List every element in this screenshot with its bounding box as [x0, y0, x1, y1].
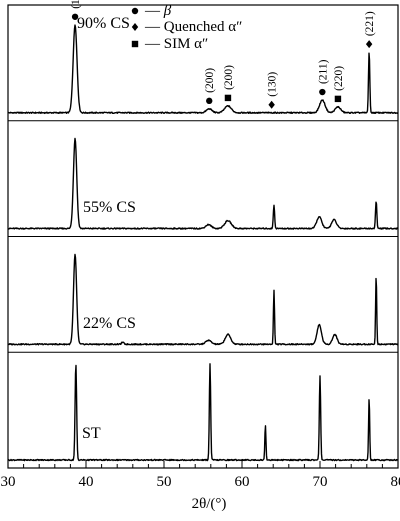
- peak-label: (221): [364, 11, 376, 36]
- peak-label: (130): [267, 72, 279, 97]
- x-axis-ticks: 30 40 50 60 70 80: [1, 461, 400, 490]
- x-axis-title: 2θ/(°): [192, 496, 227, 512]
- legend: — β— Quenched α″— SIM α″: [132, 3, 243, 52]
- peak-diamond-marker: [268, 101, 274, 109]
- x-tick-label: 50: [157, 474, 172, 490]
- legend-label: — SIM α″: [144, 36, 208, 52]
- peak-square-marker: [335, 96, 341, 102]
- peak-circle-marker: [72, 14, 78, 20]
- legend-label: — β: [144, 3, 172, 19]
- x-tick-label: 40: [79, 474, 94, 490]
- x-tick-label: 80: [391, 474, 400, 490]
- legend-text: β: [163, 3, 172, 19]
- peak-diamond-marker: [366, 40, 372, 48]
- peak-label: (200): [204, 68, 216, 93]
- peak-label: (200): [223, 65, 235, 90]
- legend-text: SIM α″: [164, 36, 209, 52]
- legend-dash: —: [144, 36, 164, 52]
- peak-circle-marker: [319, 89, 325, 95]
- series-label: 90% CS: [77, 15, 130, 32]
- legend-label: — Quenched α″: [144, 19, 242, 35]
- series-label: 22% CS: [83, 315, 136, 332]
- legend-circle-marker: [132, 8, 138, 14]
- legend-diamond-marker: [132, 23, 138, 31]
- legend-square-marker: [132, 41, 138, 47]
- peak-label: (211): [317, 59, 329, 84]
- peak-circle-marker: [206, 98, 212, 104]
- x-tick-label: 70: [313, 474, 328, 490]
- xrd-trace: [8, 254, 398, 344]
- peak-label: (110): [70, 0, 82, 9]
- xrd-trace: [8, 364, 398, 461]
- series-label: 55% CS: [83, 199, 136, 216]
- legend-text: Quenched α″: [164, 19, 243, 35]
- legend-dash: —: [144, 19, 164, 35]
- x-tick-label: 30: [1, 474, 16, 490]
- legend-dash: —: [144, 3, 164, 19]
- x-tick-label: 60: [235, 474, 250, 490]
- series-label: ST: [82, 425, 101, 442]
- peak-label: (220): [333, 66, 345, 91]
- peak-square-marker: [225, 95, 231, 101]
- xrd-trace: [8, 138, 398, 229]
